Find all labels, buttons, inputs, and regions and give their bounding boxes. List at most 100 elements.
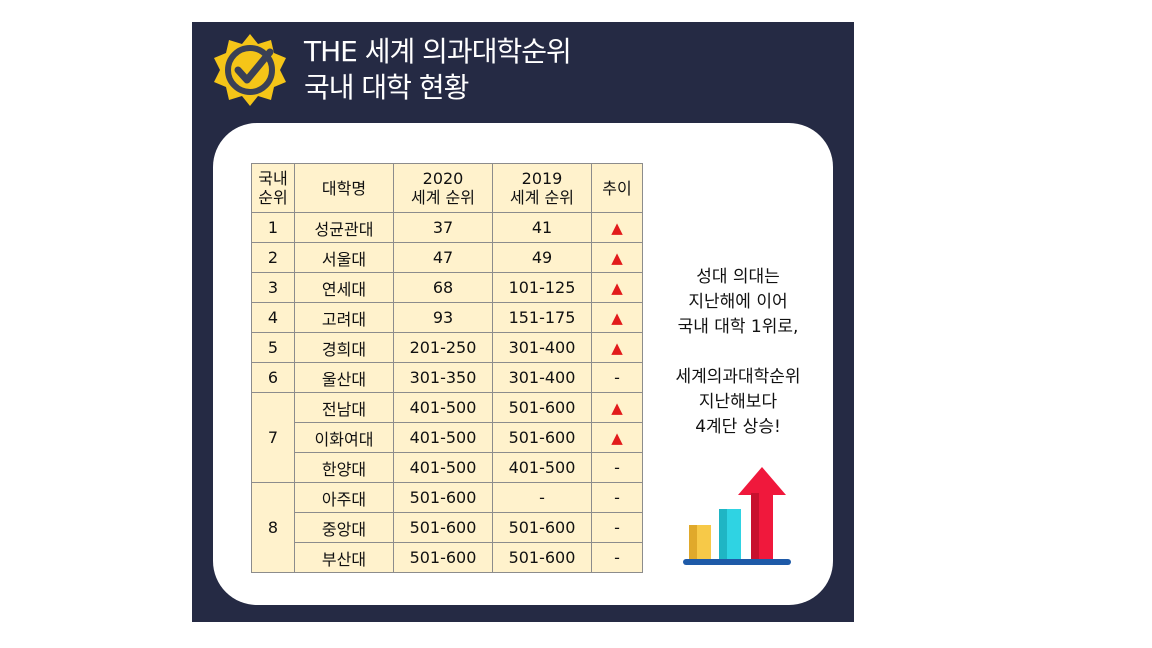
- rank-2020-cell: 201-250: [393, 332, 493, 363]
- rank-2019-cell: 501-600: [492, 542, 592, 573]
- rank-2020-cell: 401-500: [393, 392, 493, 423]
- rank-2019-cell: -: [492, 482, 592, 513]
- header-rank-line1: 국내: [258, 169, 288, 188]
- rank-2019-cell: 101-125: [492, 272, 592, 303]
- rank-2019-cell: 49: [492, 242, 592, 273]
- trend-cell: ▲: [591, 392, 643, 423]
- up-arrow-icon: ▲: [611, 429, 623, 447]
- university-name-cell: 울산대: [294, 362, 394, 393]
- ranking-table: 국내 순위 대학명 2020 세계 순위 2019 세계 순위 추이 1 성균관대…: [251, 163, 643, 573]
- university-name-cell: 중앙대: [294, 512, 394, 543]
- note-line: 세계의과대학순위: [675, 367, 801, 387]
- trend-cell: ▲: [591, 242, 643, 273]
- trend-cell: -: [591, 362, 643, 393]
- header-2019-line2: 세계 순위: [510, 188, 574, 207]
- header-2019-line1: 2019: [521, 169, 563, 188]
- header-university-name: 대학명: [294, 163, 394, 213]
- trend-cell: ▲: [591, 272, 643, 303]
- domestic-rank-cell: 5: [251, 332, 295, 363]
- rank-2019-cell: 151-175: [492, 302, 592, 333]
- trend-cell: ▲: [591, 332, 643, 363]
- table-row: 부산대 501-600 501-600-: [252, 542, 643, 573]
- trend-cell: ▲: [591, 302, 643, 333]
- header-2020-line2: 세계 순위: [411, 188, 475, 207]
- title-line-1: THE 세계 의과대학순위: [304, 35, 572, 68]
- table-row: 이화여대 401-500 501-600 ▲: [252, 422, 643, 453]
- rank-2020-cell: 401-500: [393, 422, 493, 453]
- header-domestic-rank: 국내 순위: [251, 163, 295, 213]
- rank-2020-cell: 301-350: [393, 362, 493, 393]
- header-rank-line2: 순위: [258, 188, 288, 207]
- note-line: 4계단 상승!: [695, 417, 781, 437]
- rank-2020-cell: 501-600: [393, 482, 493, 513]
- header-2020-line1: 2020: [422, 169, 464, 188]
- growth-chart-icon: [683, 467, 791, 565]
- up-arrow-icon: ▲: [611, 279, 623, 297]
- table-row: 1 성균관대 37 41 ▲: [251, 212, 643, 243]
- table-row: 6 울산대 301-350 301-400-: [251, 362, 643, 393]
- rank-2019-cell: 501-600: [492, 512, 592, 543]
- up-arrow-icon: ▲: [611, 339, 623, 357]
- header-2020-rank: 2020 세계 순위: [393, 163, 493, 213]
- note-line: 지난해에 이어: [688, 292, 788, 312]
- university-name-cell: 서울대: [294, 242, 394, 273]
- trend-cell: ▲: [591, 212, 643, 243]
- up-arrow-icon: ▲: [611, 219, 623, 237]
- content-card: 국내 순위 대학명 2020 세계 순위 2019 세계 순위 추이 1 성균관대…: [213, 123, 833, 605]
- rank-2020-cell: 501-600: [393, 512, 493, 543]
- rank-2020-cell: 93: [393, 302, 493, 333]
- university-name-cell: 아주대: [294, 482, 394, 513]
- rank-2020-cell: 47: [393, 242, 493, 273]
- table-row: 3 연세대 68 101-125 ▲: [251, 272, 643, 303]
- rank-2019-cell: 41: [492, 212, 592, 243]
- domestic-rank-cell: 1: [251, 212, 295, 243]
- rank-2020-cell: 501-600: [393, 542, 493, 573]
- rank-2019-cell: 301-400: [492, 362, 592, 393]
- table-row: 8 아주대 501-600- -: [251, 482, 643, 573]
- note-line: 성대 의대는: [696, 267, 780, 287]
- domestic-rank-cell: 2: [251, 242, 295, 273]
- domestic-rank-cell: 4: [251, 302, 295, 333]
- university-name-cell: 이화여대: [294, 422, 394, 453]
- header-panel: THE 세계 의과대학순위 국내 대학 현황 국내 순위 대학명 2020 세계…: [192, 22, 854, 622]
- domestic-rank-cell: 8: [251, 482, 295, 573]
- domestic-rank-cell: 7: [251, 392, 295, 483]
- header-2019-rank: 2019 세계 순위: [492, 163, 592, 213]
- up-arrow-icon: ▲: [611, 399, 623, 417]
- domestic-rank-cell: 3: [251, 272, 295, 303]
- table-header-row: 국내 순위 대학명 2020 세계 순위 2019 세계 순위 추이: [251, 163, 643, 213]
- rank-2019-cell: 501-600: [492, 422, 592, 453]
- rank-2019-cell: 301-400: [492, 332, 592, 363]
- summary-note: 성대 의대는 지난해에 이어 국내 대학 1위로, 세계의과대학순위 지난해보다…: [653, 265, 823, 440]
- rank-2020-cell: 68: [393, 272, 493, 303]
- university-name-cell: 경희대: [294, 332, 394, 363]
- trend-cell: ▲: [591, 422, 643, 453]
- trend-cell: -: [591, 512, 643, 543]
- university-name-cell: 한양대: [294, 452, 394, 483]
- header-trend: 추이: [591, 163, 643, 213]
- trend-cell: -: [591, 542, 643, 573]
- table-row: 중앙대 501-600 501-600-: [252, 512, 643, 543]
- up-arrow-icon: ▲: [611, 309, 623, 327]
- table-row: 5 경희대 201-250 301-400 ▲: [251, 332, 643, 363]
- page-title: THE 세계 의과대학순위 국내 대학 현황: [304, 34, 572, 106]
- university-name-cell: 성균관대: [294, 212, 394, 243]
- rank-2019-cell: 401-500: [492, 452, 592, 483]
- table-row: 4 고려대 93 151-175 ▲: [251, 302, 643, 333]
- table-row: 7 전남대 401-500 501-600 ▲: [251, 392, 643, 483]
- rank-2020-cell: 37: [393, 212, 493, 243]
- university-name-cell: 전남대: [294, 392, 394, 423]
- title-line-2: 국내 대학 현황: [304, 71, 469, 104]
- university-name-cell: 고려대: [294, 302, 394, 333]
- note-line: 지난해보다: [698, 392, 778, 412]
- domestic-rank-cell: 6: [251, 362, 295, 393]
- check-badge-icon: [214, 34, 286, 106]
- table-row: 2 서울대 47 49 ▲: [251, 242, 643, 273]
- university-name-cell: 부산대: [294, 542, 394, 573]
- trend-cell: -: [591, 452, 643, 483]
- rank-2019-cell: 501-600: [492, 392, 592, 423]
- rank-2020-cell: 401-500: [393, 452, 493, 483]
- trend-cell: -: [591, 482, 643, 513]
- table-row: 한양대 401-500 401-500-: [252, 452, 643, 483]
- up-arrow-icon: ▲: [611, 249, 623, 267]
